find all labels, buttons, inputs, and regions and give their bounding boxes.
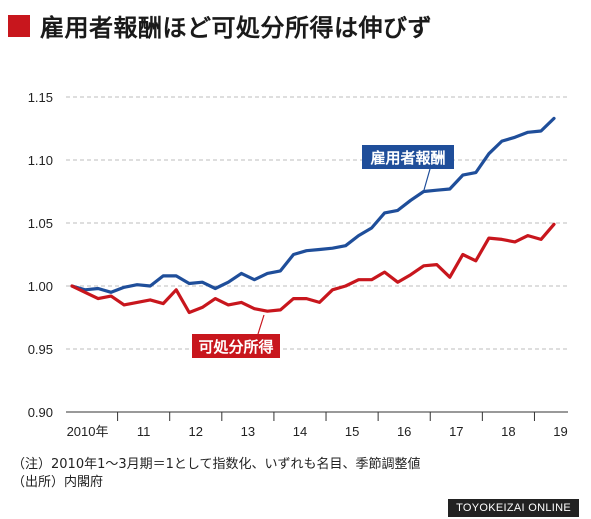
publisher-brand: TOYOKEIZAI ONLINE	[448, 499, 579, 517]
series-label-disposable-leader	[257, 314, 265, 335]
y-tick-label: 1.00	[28, 279, 53, 294]
title-marker	[8, 14, 30, 37]
y-tick-label: 0.90	[28, 405, 53, 420]
series-line-disposable	[70, 222, 556, 315]
y-tick-label: 1.15	[28, 90, 53, 105]
title-row: 雇用者報酬ほど可処分所得は伸びず	[8, 8, 432, 43]
x-tick-label: 16	[397, 424, 411, 439]
source-text: （出所）内閣府	[12, 475, 104, 490]
x-tick-label: 15	[345, 424, 359, 439]
chart-notes: （注）2010年1～3月期＝1として指数化、いずれも名目、季節調整値 （出所）内…	[12, 456, 421, 492]
x-tick-label: 13	[241, 424, 255, 439]
x-tick-label: 14	[293, 424, 307, 439]
x-tick-label: 17	[449, 424, 463, 439]
x-tick-label: 12	[189, 424, 203, 439]
series-label-compensation-leader	[423, 168, 431, 191]
series-label-disposable: 可処分所得	[198, 338, 273, 356]
x-tick-label: 11	[137, 424, 151, 439]
x-tick-label: 2010年	[67, 424, 109, 439]
series-line-compensation	[70, 116, 556, 294]
x-tick-label: 18	[501, 424, 515, 439]
y-tick-label: 0.95	[28, 342, 53, 357]
series-label-disposable-box	[192, 334, 280, 358]
note-text: （注）2010年1～3月期＝1として指数化、いずれも名目、季節調整値	[12, 457, 421, 472]
series-label-compensation-box	[362, 145, 454, 169]
x-tick-label: 19	[553, 424, 567, 439]
y-tick-label: 1.05	[28, 216, 53, 231]
chart-title: 雇用者報酬ほど可処分所得は伸びず	[40, 14, 432, 42]
y-tick-label: 1.10	[28, 153, 53, 168]
series-label-compensation: 雇用者報酬	[370, 149, 445, 167]
